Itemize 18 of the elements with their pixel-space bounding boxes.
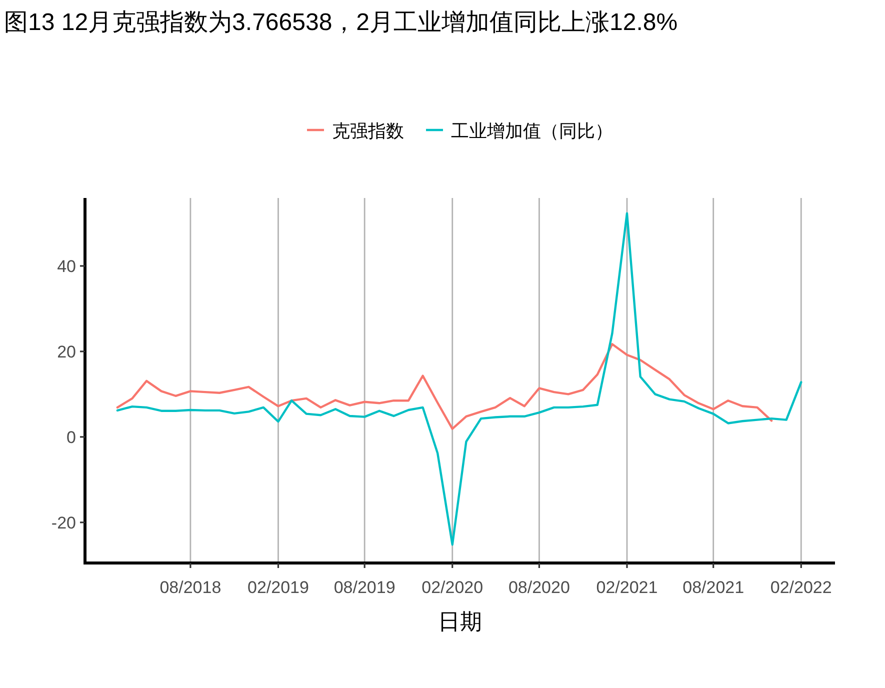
x-tick-label: 02/2019 [248, 578, 309, 597]
legend-label: 工业增加值（同比） [451, 121, 613, 141]
line-series [116, 343, 773, 430]
x-tick-label: 08/2020 [508, 578, 570, 597]
y-tick-label: 0 [66, 428, 76, 447]
legend-label: 克强指数 [332, 121, 404, 141]
x-tick-label: 08/2019 [334, 578, 396, 597]
x-axis-title: 日期 [438, 609, 482, 634]
line-series [116, 212, 802, 546]
y-tick-label: -20 [51, 513, 76, 532]
y-tick-label: 20 [57, 342, 76, 362]
x-tick-label: 02/2021 [596, 578, 658, 597]
x-tick-label: 08/2018 [160, 578, 222, 597]
chart-title: 图13 12月克强指数为3.766538，2月工业增加值同比上涨12.8% [4, 9, 678, 36]
y-tick-label: 40 [57, 256, 76, 276]
x-tick-label: 02/2020 [422, 578, 484, 597]
x-tick-label: 02/2022 [770, 578, 832, 597]
x-tick-label: 08/2021 [682, 578, 744, 597]
